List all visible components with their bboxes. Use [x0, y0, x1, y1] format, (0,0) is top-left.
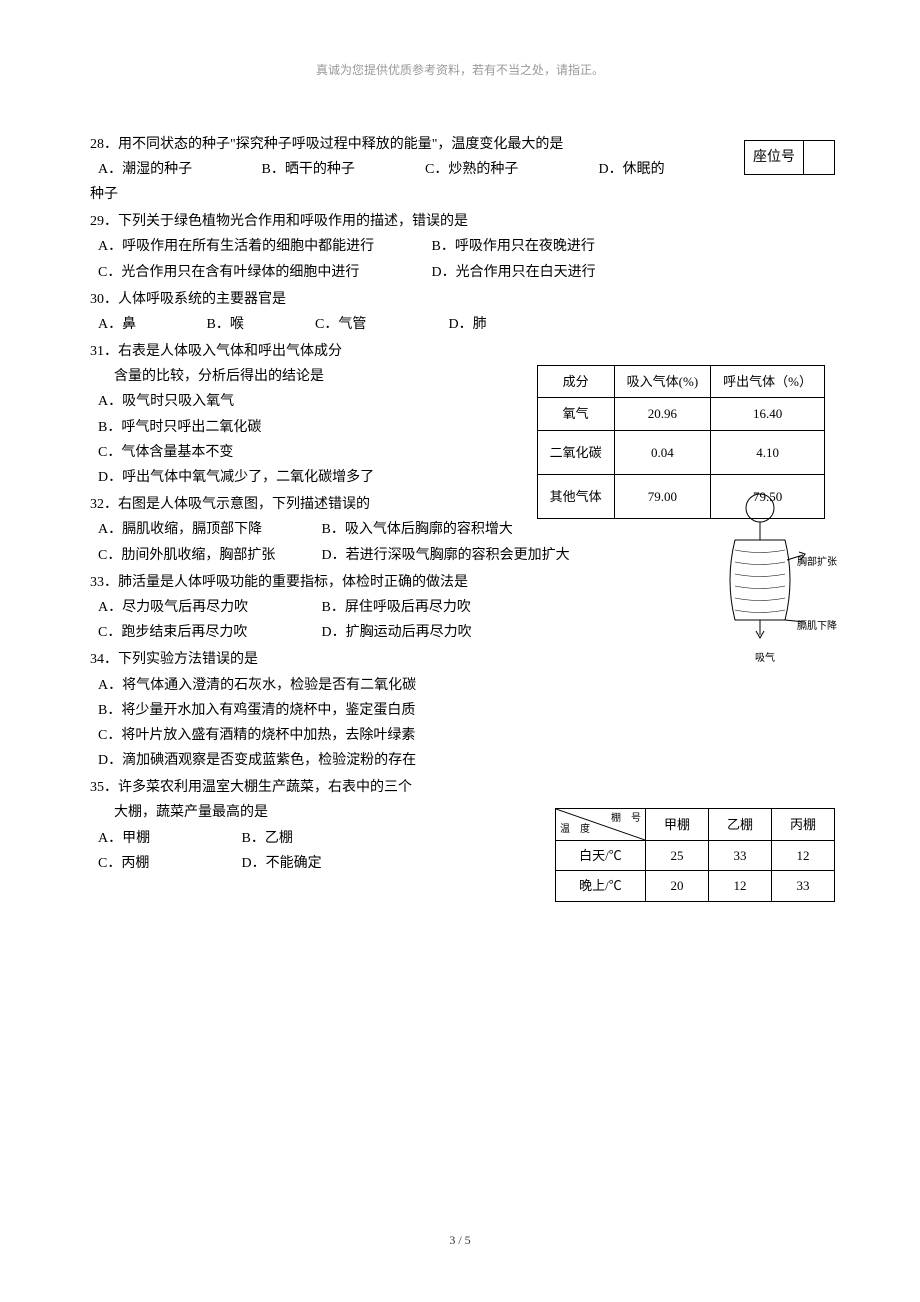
q28-opt-d: D．休眠的 [599, 157, 665, 182]
table-row: 棚 号 温 度 甲棚 乙棚 丙棚 [555, 809, 834, 841]
q32-opt-b: B．吸入气体后胸廓的容积增大 [322, 517, 513, 542]
q34-opt-b: B．将少量开水加入有鸡蛋清的烧杯中，鉴定蛋白质 [90, 698, 830, 723]
q33-opt-c: C．跑步结束后再尽力吹 [98, 620, 318, 645]
q28-opt-c: C．炒熟的种子 [425, 157, 595, 182]
gh-th: 丙棚 [771, 809, 834, 841]
gas-cell: 二氧化碳 [537, 430, 614, 474]
gh-cell: 25 [645, 841, 708, 871]
q34-opt-c: C．将叶片放入盛有酒精的烧杯中加热，去除叶绿素 [90, 723, 830, 748]
q32-opt-a: A．膈肌收缩，膈顶部下降 [98, 517, 318, 542]
gh-diag-top: 棚 号 [611, 810, 641, 828]
gh-cell: 33 [771, 871, 834, 901]
q32-opt-c: C．肋间外肌收缩，胸部扩张 [98, 543, 318, 568]
gas-th-component: 成分 [537, 366, 614, 398]
gh-diag-header: 棚 号 温 度 [555, 809, 645, 841]
q28-opt-b: B．晒干的种子 [262, 157, 422, 182]
gas-cell: 其他气体 [537, 474, 614, 518]
gas-cell: 20.96 [614, 398, 711, 430]
gas-th-inhale: 吸入气体(%) [614, 366, 711, 398]
q28-text: 28．用不同状态的种子"探究种子呼吸过程中释放的能量"，温度变化最大的是 [90, 132, 830, 157]
q29-opt-a: A．呼吸作用在所有生活着的细胞中都能进行 [98, 234, 428, 259]
gh-cell: 20 [645, 871, 708, 901]
table-row: 晚上/℃ 20 12 33 [555, 871, 834, 901]
q33-opt-a: A．尽力吸气后再尽力吹 [98, 595, 318, 620]
q35-opt-a: A．甲棚 [98, 826, 238, 851]
gh-cell: 33 [708, 841, 771, 871]
q33-opt-b: B．屏住呼吸后再尽力吹 [322, 595, 471, 620]
q35-opt-c: C．丙棚 [98, 851, 238, 876]
q30-opt-a: A．鼻 [98, 312, 203, 337]
gas-cell: 16.40 [711, 398, 825, 430]
diagram-label-diaphragm: 膈肌下降 [797, 618, 837, 636]
q34-opt-d: D．滴加碘酒观察是否变成蓝紫色，检验淀粉的存在 [90, 748, 830, 773]
breathing-diagram: 胸部扩张 膈肌下降 吸气 [705, 490, 835, 657]
q35-opt-d: D．不能确定 [242, 851, 322, 876]
q30-opt-b: B．喉 [207, 312, 312, 337]
q35-text: 35．许多菜农利用温室大棚生产蔬菜，右表中的三个 [90, 775, 470, 800]
seat-blank [804, 141, 834, 174]
seat-label: 座位号 [745, 141, 804, 174]
q29-opt-d: D．光合作用只在白天进行 [432, 260, 596, 285]
question-28: 28．用不同状态的种子"探究种子呼吸过程中释放的能量"，温度变化最大的是 A．潮… [90, 132, 830, 208]
q30-opt-d: D．肺 [449, 312, 487, 337]
seat-number-box: 座位号 [744, 140, 835, 175]
gh-diag-bot: 温 度 [560, 821, 590, 839]
q29-opt-b: B．呼吸作用只在夜晚进行 [432, 234, 595, 259]
q35-opt-b: B．乙棚 [242, 826, 293, 851]
diagram-label-chest: 胸部扩张 [797, 554, 837, 572]
q35-text2: 大棚，蔬菜产量最高的是 [90, 800, 470, 825]
table-row: 白天/℃ 25 33 12 [555, 841, 834, 871]
greenhouse-table: 棚 号 温 度 甲棚 乙棚 丙棚 白天/℃ 25 33 12 晚上/℃ 20 1… [555, 808, 835, 902]
q33-opt-d: D．扩胸运动后再尽力吹 [322, 620, 472, 645]
q30-opt-c: C．气管 [315, 312, 445, 337]
gh-th: 甲棚 [645, 809, 708, 841]
gh-th: 乙棚 [708, 809, 771, 841]
gas-cell: 氧气 [537, 398, 614, 430]
gh-cell: 晚上/℃ [555, 871, 645, 901]
gas-cell: 4.10 [711, 430, 825, 474]
q29-text: 29．下列关于绿色植物光合作用和呼吸作用的描述，错误的是 [90, 209, 830, 234]
question-29: 29．下列关于绿色植物光合作用和呼吸作用的描述，错误的是 A．呼吸作用在所有生活… [90, 209, 830, 285]
q31-text: 31．右表是人体吸入气体和呼出气体成分 [90, 339, 830, 364]
q29-opt-c: C．光合作用只在含有叶绿体的细胞中进行 [98, 260, 428, 285]
q28-opt-d-cont: 种子 [90, 182, 830, 207]
q28-opt-a: A．潮湿的种子 [98, 157, 258, 182]
q32-opt-d: D．若进行深吸气胸廓的容积会更加扩大 [322, 543, 570, 568]
gas-th-exhale: 呼出气体（%） [711, 366, 825, 398]
gh-cell: 12 [708, 871, 771, 901]
gas-cell: 0.04 [614, 430, 711, 474]
header-note: 真诚为您提供优质参考资料，若有不当之处，请指正。 [90, 60, 830, 82]
table-row: 氧气 20.96 16.40 [537, 398, 824, 430]
gh-cell: 12 [771, 841, 834, 871]
question-30: 30．人体呼吸系统的主要器官是 A．鼻 B．喉 C．气管 D．肺 [90, 287, 830, 337]
gh-cell: 白天/℃ [555, 841, 645, 871]
q34-opt-a: A．将气体通入澄清的石灰水，检验是否有二氧化碳 [90, 673, 830, 698]
table-row: 二氧化碳 0.04 4.10 [537, 430, 824, 474]
question-34: 34．下列实验方法错误的是 A．将气体通入澄清的石灰水，检验是否有二氧化碳 B．… [90, 647, 830, 773]
page-number: 3 / 5 [0, 1230, 920, 1252]
q30-text: 30．人体呼吸系统的主要器官是 [90, 287, 830, 312]
diagram-label-inhale: 吸气 [755, 650, 775, 668]
table-row: 成分 吸入气体(%) 呼出气体（%） [537, 366, 824, 398]
gas-cell: 79.00 [614, 474, 711, 518]
